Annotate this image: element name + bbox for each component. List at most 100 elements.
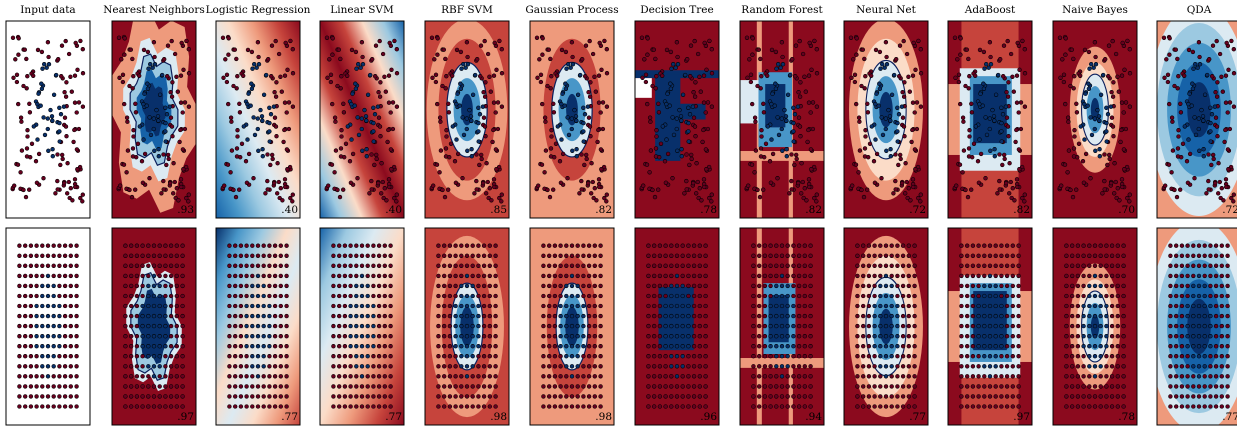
data-point <box>1168 354 1173 359</box>
data-point <box>180 303 185 309</box>
data-point <box>1174 394 1179 399</box>
data-point <box>280 198 285 203</box>
data-point <box>965 194 971 200</box>
data-point <box>1213 384 1219 389</box>
data-point <box>901 124 907 129</box>
data-point <box>1010 253 1015 258</box>
data-point <box>883 293 889 299</box>
data-point <box>987 303 993 309</box>
data-point <box>987 40 993 45</box>
data-point <box>878 66 883 71</box>
data-point <box>74 293 79 299</box>
data-point <box>45 126 50 132</box>
data-point <box>796 394 802 399</box>
data-point <box>918 199 923 204</box>
data-point <box>778 65 783 70</box>
data-point <box>1121 253 1126 258</box>
data-point <box>895 139 900 144</box>
data-point <box>808 354 813 359</box>
data-point <box>1193 132 1199 138</box>
data-point <box>255 273 261 279</box>
data-point <box>1176 134 1181 139</box>
data-point <box>1167 52 1172 57</box>
data-point <box>1075 263 1081 268</box>
data-point <box>769 47 775 53</box>
data-point <box>23 293 28 299</box>
data-point <box>57 313 62 319</box>
data-point <box>60 156 65 162</box>
data-point <box>791 303 796 309</box>
data-point <box>57 120 62 126</box>
data-point <box>703 313 708 319</box>
data-point <box>45 384 51 389</box>
data-point <box>1072 74 1077 79</box>
data-point <box>569 283 575 289</box>
data-point <box>446 101 451 106</box>
data-point <box>866 384 872 389</box>
data-point <box>900 394 906 399</box>
data-point <box>581 243 586 248</box>
data-point <box>284 364 289 369</box>
data-point <box>592 334 597 339</box>
data-point <box>982 273 987 279</box>
data-point <box>872 404 877 409</box>
data-point <box>41 176 46 181</box>
data-point <box>1201 154 1206 159</box>
data-point <box>382 283 387 289</box>
data-point <box>481 384 487 389</box>
data-point <box>986 65 991 70</box>
data-point <box>234 56 239 62</box>
data-point <box>458 81 463 86</box>
data-point <box>1081 364 1086 369</box>
data-point <box>798 134 803 139</box>
data-point <box>16 101 21 107</box>
panel-frame <box>739 227 825 426</box>
data-point <box>805 139 810 145</box>
data-point <box>541 243 546 248</box>
accuracy-score: .78 <box>700 204 717 216</box>
data-point <box>481 374 487 379</box>
data-point <box>1202 384 1207 389</box>
data-point <box>464 404 470 409</box>
data-point <box>785 344 790 349</box>
data-point <box>993 273 998 279</box>
data-point <box>646 243 651 248</box>
data-point <box>53 191 58 196</box>
data-point <box>959 384 964 389</box>
data-point <box>146 313 151 319</box>
data-point <box>468 114 474 119</box>
data-point <box>808 283 813 289</box>
data-point <box>691 364 697 369</box>
data-point <box>912 323 917 329</box>
data-point <box>250 273 255 279</box>
data-point <box>802 354 807 359</box>
data-point <box>855 313 860 319</box>
data-point <box>1172 187 1177 193</box>
data-point <box>887 114 893 119</box>
data-point <box>129 293 134 299</box>
data-point <box>579 187 584 192</box>
data-point <box>360 62 366 67</box>
data-point <box>1219 384 1224 389</box>
data-point <box>918 47 923 52</box>
data-point <box>959 313 964 319</box>
data-point <box>785 394 790 399</box>
data-point <box>483 134 488 139</box>
data-point <box>129 384 134 389</box>
data-point <box>1161 35 1167 40</box>
data-point <box>1213 283 1219 289</box>
data-point <box>542 115 548 120</box>
data-point <box>57 364 62 369</box>
data-point <box>371 253 376 258</box>
data-point <box>45 313 51 319</box>
data-point <box>895 129 900 134</box>
data-point <box>447 243 453 248</box>
data-point <box>255 374 261 379</box>
data-point <box>993 354 998 359</box>
data-point <box>350 151 356 157</box>
data-point <box>552 273 558 279</box>
panel-frame <box>529 20 615 219</box>
data-point <box>686 374 691 379</box>
data-point <box>1208 263 1213 268</box>
data-point <box>1179 404 1185 409</box>
